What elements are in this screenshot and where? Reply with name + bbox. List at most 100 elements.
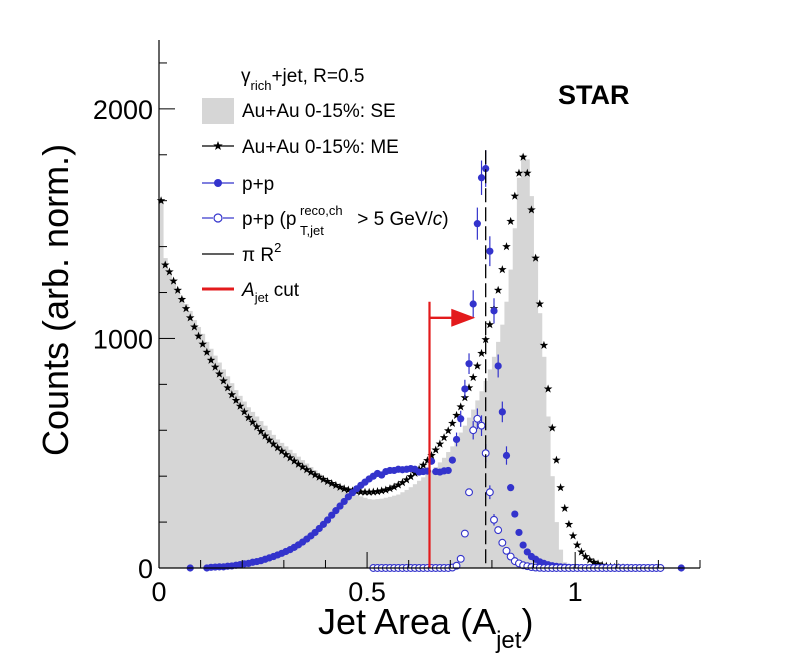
se-bin (441, 457, 447, 568)
me-point (456, 402, 465, 411)
se-bin (508, 269, 514, 568)
se-bin (283, 446, 289, 568)
me-point (369, 487, 378, 496)
se-bin (454, 439, 460, 568)
pp-point (444, 466, 452, 475)
se-histogram (159, 154, 584, 569)
me-point (381, 485, 391, 494)
se-bin (217, 362, 222, 568)
me-point (539, 340, 549, 349)
legend-pir2-text: π R (242, 245, 274, 266)
me-point (360, 487, 370, 496)
reference-lines (428, 150, 487, 568)
se-bin (500, 324, 505, 568)
me-point (431, 445, 441, 454)
me-point (294, 459, 303, 468)
me-point (564, 519, 574, 529)
me-point (252, 422, 262, 431)
se-bin (362, 497, 368, 568)
me-point (589, 557, 599, 566)
se-bin (516, 177, 522, 568)
me-point (269, 439, 278, 448)
me-point (335, 482, 345, 491)
se-bin (342, 488, 347, 568)
pp-point (502, 451, 511, 460)
se-bin (371, 499, 376, 568)
me-point (302, 465, 312, 474)
pp-point (461, 385, 469, 393)
me-point (306, 467, 316, 476)
se-bin (213, 355, 218, 568)
se-bin (404, 489, 410, 568)
se-bin (400, 492, 405, 568)
me-point (518, 152, 528, 161)
se-bin (308, 466, 314, 568)
pp-point (336, 502, 344, 510)
me-point (406, 472, 416, 481)
se-bin (300, 460, 306, 568)
legend-ppcut-marker (213, 213, 223, 223)
me-point (448, 418, 457, 428)
pp-cut-point (494, 526, 503, 535)
se-bin (333, 484, 339, 568)
se-bin (387, 496, 393, 568)
pp-point (332, 507, 340, 515)
legend-acut-italic: A (241, 280, 255, 301)
se-bin (558, 549, 564, 568)
pp-series (186, 150, 685, 572)
me-point (493, 285, 503, 294)
pp-cut-point (456, 554, 465, 563)
me-point (190, 322, 199, 331)
se-bin (446, 452, 451, 568)
me-point (219, 376, 228, 385)
me-point (485, 320, 495, 329)
legend-ppcut-sup: reco,ch (300, 203, 343, 218)
legend-pir2-sup: 2 (274, 240, 281, 255)
se-bin (429, 470, 435, 568)
legend-acut-sub: jet (254, 290, 269, 305)
me-point (185, 313, 195, 322)
me-point (572, 540, 582, 549)
se-bin (312, 470, 318, 568)
se-bin (204, 341, 210, 568)
pp-cut-point (460, 529, 469, 538)
se-bin (304, 463, 310, 568)
se-bin (487, 369, 493, 568)
se-bin (358, 496, 364, 568)
se-bin (408, 487, 414, 568)
me-point (418, 460, 428, 469)
me-point (377, 486, 386, 495)
me-point (468, 372, 478, 382)
me-point (523, 168, 532, 177)
me-point (439, 433, 449, 442)
me-point (398, 478, 407, 487)
se-bin (288, 449, 293, 568)
pp-point (519, 541, 527, 549)
pp-point (340, 497, 348, 506)
se-bin (462, 425, 468, 568)
se-bin (163, 258, 168, 568)
se-bin (271, 434, 276, 568)
me-point (481, 335, 490, 344)
me-point (402, 475, 411, 484)
pp-point (328, 511, 336, 519)
se-bin (379, 498, 385, 568)
se-bin (246, 407, 251, 568)
me-point (443, 426, 453, 435)
se-bin (337, 486, 343, 568)
se-bin (471, 409, 476, 568)
axis-ticks: 0 0.5 1 0 1000 2000 (93, 62, 701, 607)
se-bin (421, 477, 426, 568)
pp-point (490, 307, 498, 315)
acut-arrow-head (451, 308, 476, 327)
me-point (473, 361, 482, 370)
se-bin (279, 442, 285, 568)
se-bin (329, 481, 335, 568)
me-point (498, 265, 507, 274)
se-bin (496, 341, 501, 568)
se-bin (437, 462, 443, 568)
me-point (165, 267, 174, 276)
se-bin (491, 356, 497, 568)
x-axis-title-close: ) (521, 601, 533, 642)
